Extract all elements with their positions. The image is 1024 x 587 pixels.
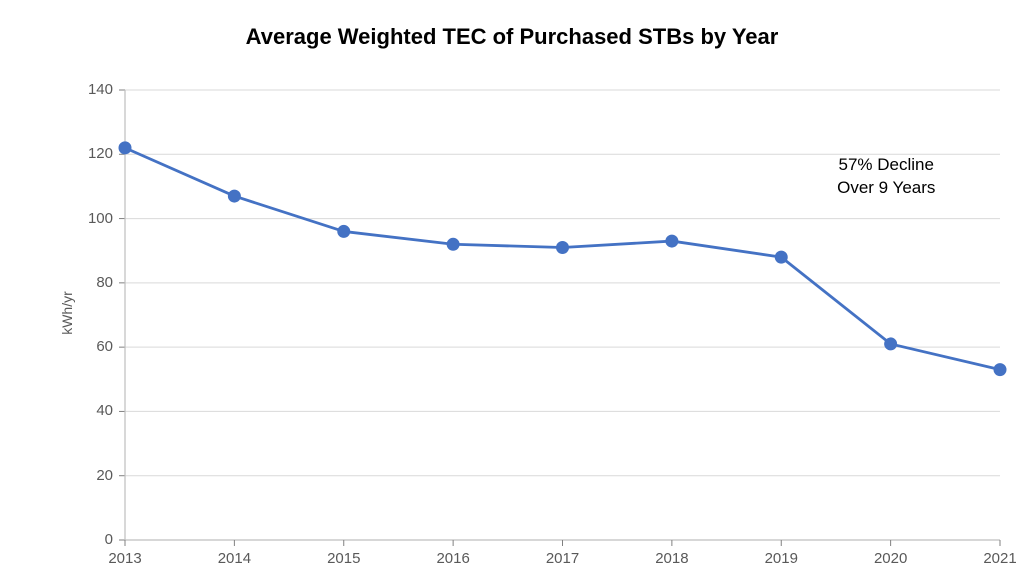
annotation-line-2: Over 9 Years (837, 178, 935, 197)
y-tick-label: 40 (96, 402, 113, 419)
y-tick-label: 120 (88, 145, 113, 162)
x-tick-label: 2014 (214, 550, 254, 567)
chart-svg (0, 0, 1024, 587)
x-tick-label: 2016 (433, 550, 473, 567)
chart-container: Average Weighted TEC of Purchased STBs b… (0, 0, 1024, 587)
y-tick-label: 20 (96, 467, 113, 484)
y-tick-label: 80 (96, 274, 113, 291)
y-tick-label: 60 (96, 338, 113, 355)
y-tick-label: 100 (88, 210, 113, 227)
annotation-line-1: 57% Decline (839, 155, 934, 174)
x-tick-label: 2015 (324, 550, 364, 567)
x-tick-label: 2021 (980, 550, 1020, 567)
x-tick-label: 2018 (652, 550, 692, 567)
chart-annotation: 57% Decline Over 9 Years (806, 154, 966, 200)
y-tick-label: 140 (88, 81, 113, 98)
x-tick-label: 2019 (761, 550, 801, 567)
y-tick-label: 0 (105, 531, 113, 548)
x-tick-label: 2020 (871, 550, 911, 567)
x-tick-label: 2013 (105, 550, 145, 567)
x-tick-label: 2017 (543, 550, 583, 567)
